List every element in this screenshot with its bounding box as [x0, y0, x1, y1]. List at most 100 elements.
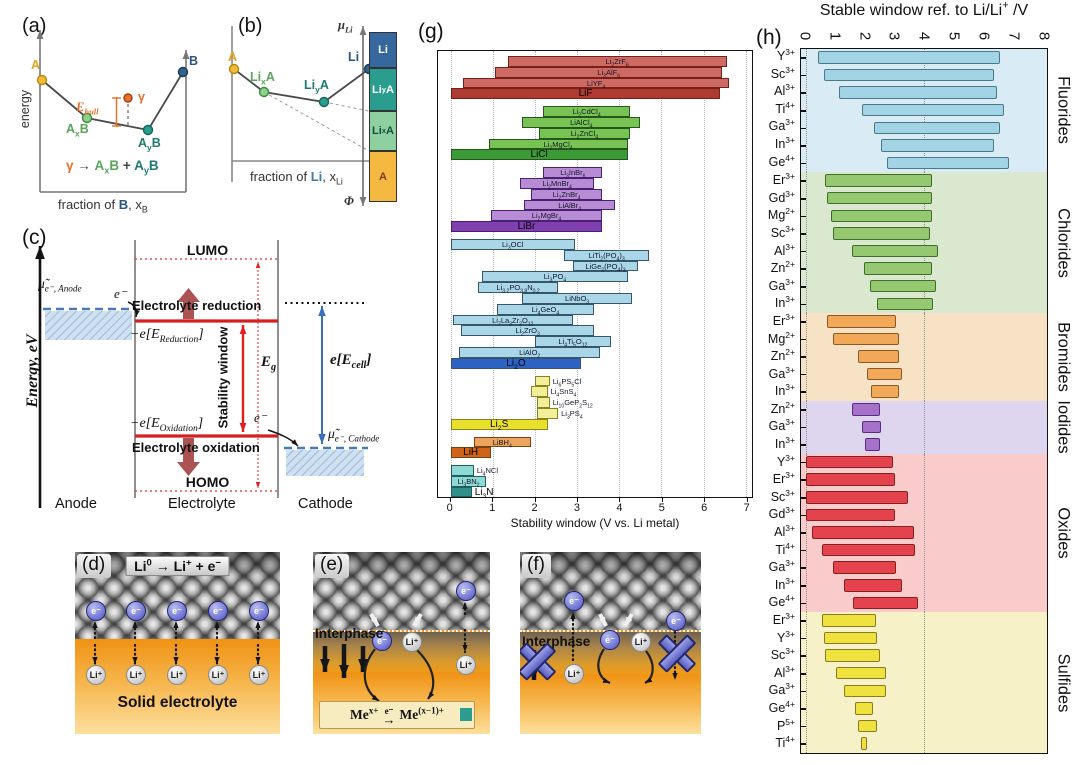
ion-label: Sc3+: [770, 646, 795, 663]
bar-label: Li2MnBr4: [542, 178, 572, 191]
phase-segment-2: Li x A: [369, 111, 397, 151]
rx-product2: AyB: [134, 158, 159, 176]
chart-row: [801, 225, 1047, 243]
bar-label: Li10GeP2S12: [552, 398, 593, 410]
chart-row: Li3PO4: [438, 271, 752, 283]
tick-mark: [801, 672, 806, 675]
point-AyB: [142, 124, 154, 136]
electron-chip: e⁻: [249, 601, 269, 621]
bar-label: LiF: [578, 88, 593, 100]
point-AxB-label: AxB: [66, 122, 89, 139]
point-AxB: [81, 112, 93, 124]
axis-tick: 2: [856, 31, 874, 41]
bar-label: Li2ZrO3: [515, 326, 540, 338]
axis-tick: 0: [796, 31, 814, 41]
range-bar: [865, 438, 880, 451]
li-ion-chip: Li⁺: [86, 665, 106, 685]
range-bar: [857, 350, 900, 363]
range-bar: [520, 177, 594, 189]
ion-label: Ti4+: [775, 99, 795, 116]
xlabel-pre: fraction of: [58, 197, 119, 212]
ion-label-column: Er3+ Mg2+ Zn2+ Ga3+ In3+: [752, 313, 800, 401]
ion-label: Ga3+: [768, 417, 795, 434]
bar-label: Li3N: [474, 486, 494, 500]
chart-row: Li2CdCl4: [438, 106, 752, 118]
oxidation-label: Electrolyte oxidation: [132, 440, 260, 455]
ion-label: Ga3+: [768, 558, 795, 575]
li-ion-chip: Li⁺: [564, 664, 584, 684]
chart-row: [801, 700, 1047, 718]
section-label: Fluorides: [1054, 76, 1073, 145]
range-bar: [844, 684, 886, 698]
axis-tick: 0: [446, 502, 453, 514]
chart-row: [801, 418, 1047, 436]
axis-tick: 4: [915, 31, 933, 41]
tick-mark: [801, 743, 806, 745]
range-bar: [450, 357, 582, 369]
tick-mark: [801, 233, 806, 235]
rx-plus: +: [122, 158, 131, 173]
axis-tick: 7: [1005, 31, 1023, 41]
tick-mark: [801, 725, 806, 728]
tick-mark: [801, 145, 806, 147]
tick-mark: [801, 74, 806, 77]
range-bar: [876, 297, 934, 310]
panel-b-xlabel: fraction of Li, xLi: [250, 169, 343, 186]
chart-row: Li6PS5Cl: [438, 375, 752, 388]
tick-mark: [619, 498, 621, 502]
chart-row: Li2MgCl4: [438, 138, 752, 151]
gridline: [924, 453, 926, 612]
homo-label: HOMO: [185, 474, 230, 490]
ion-label: P5+: [776, 716, 795, 733]
axis-tick: 7: [743, 502, 750, 514]
chart-row: [801, 295, 1047, 313]
range-bar: [450, 486, 472, 498]
tick-mark: [801, 338, 806, 341]
tick-mark: [801, 567, 806, 569]
range-bar: [844, 579, 903, 592]
axis-tick: 6: [701, 502, 708, 514]
reduction-block-arrow: [177, 288, 200, 319]
range-bar: [860, 737, 867, 750]
ion-label: Zn2+: [770, 346, 795, 364]
range-bar: [473, 436, 531, 448]
chart-row: [801, 647, 1047, 665]
bar-group-nitrides: Li4NCl Li3BN2 Li3N: [438, 465, 752, 500]
ion-label: Er3+: [772, 470, 795, 487]
ehull-label: Ehull: [76, 100, 99, 117]
chart-row: [801, 84, 1047, 102]
axis-tick: 2: [531, 502, 538, 514]
electron-label-cathode: e⁻: [254, 410, 267, 425]
section-chlorides: Er3+ Gd3+ Mg2+ Sc3+ Al3+ Zn2+ Ga3+ In3+ Chloride…: [752, 172, 1080, 313]
tie-line-2: [323, 101, 370, 112]
range-bar: [530, 386, 548, 398]
range-bar: [450, 238, 575, 250]
chart-row: [801, 383, 1047, 401]
section-fluorides: Y3+ Sc3+ Al3+ Ti4+ Ga3+ In3+ Ge4+ Fluorides: [752, 48, 1080, 173]
axis-tick: 1: [826, 31, 844, 41]
chart-row: [801, 119, 1047, 137]
chart-row: [801, 542, 1047, 560]
tick-mark: [801, 162, 806, 165]
range-bar: [835, 666, 886, 680]
e-reduction-label: −e[EReduction]: [130, 327, 204, 345]
range-bar: [806, 455, 894, 469]
range-bar: [463, 77, 729, 89]
rx-gamma: γ: [66, 158, 74, 173]
gridline: [806, 612, 808, 753]
chart-row: Li4SnS4: [438, 386, 752, 398]
range-bar: [497, 303, 594, 315]
gridline: [806, 453, 808, 612]
ion-label: Y3+: [776, 452, 795, 469]
chart-row: [801, 331, 1047, 349]
gridline: [806, 49, 808, 173]
range-bar: [871, 385, 900, 398]
g-plot-box: Li2ZrF6 Li3AlF6 LiYF4 LiF Li2CdCl4 LiAlCl4 Li2…: [437, 50, 753, 500]
ion-label: Er3+: [772, 610, 795, 627]
chart-row: Li10GeP2S12: [438, 397, 752, 410]
chart-row: Li4GeO4: [438, 303, 752, 316]
ion-label: Al3+: [774, 241, 795, 258]
bar-label: Li4NCl: [476, 466, 498, 478]
range-bar: [534, 375, 550, 387]
chart-row: LiF: [438, 88, 752, 99]
